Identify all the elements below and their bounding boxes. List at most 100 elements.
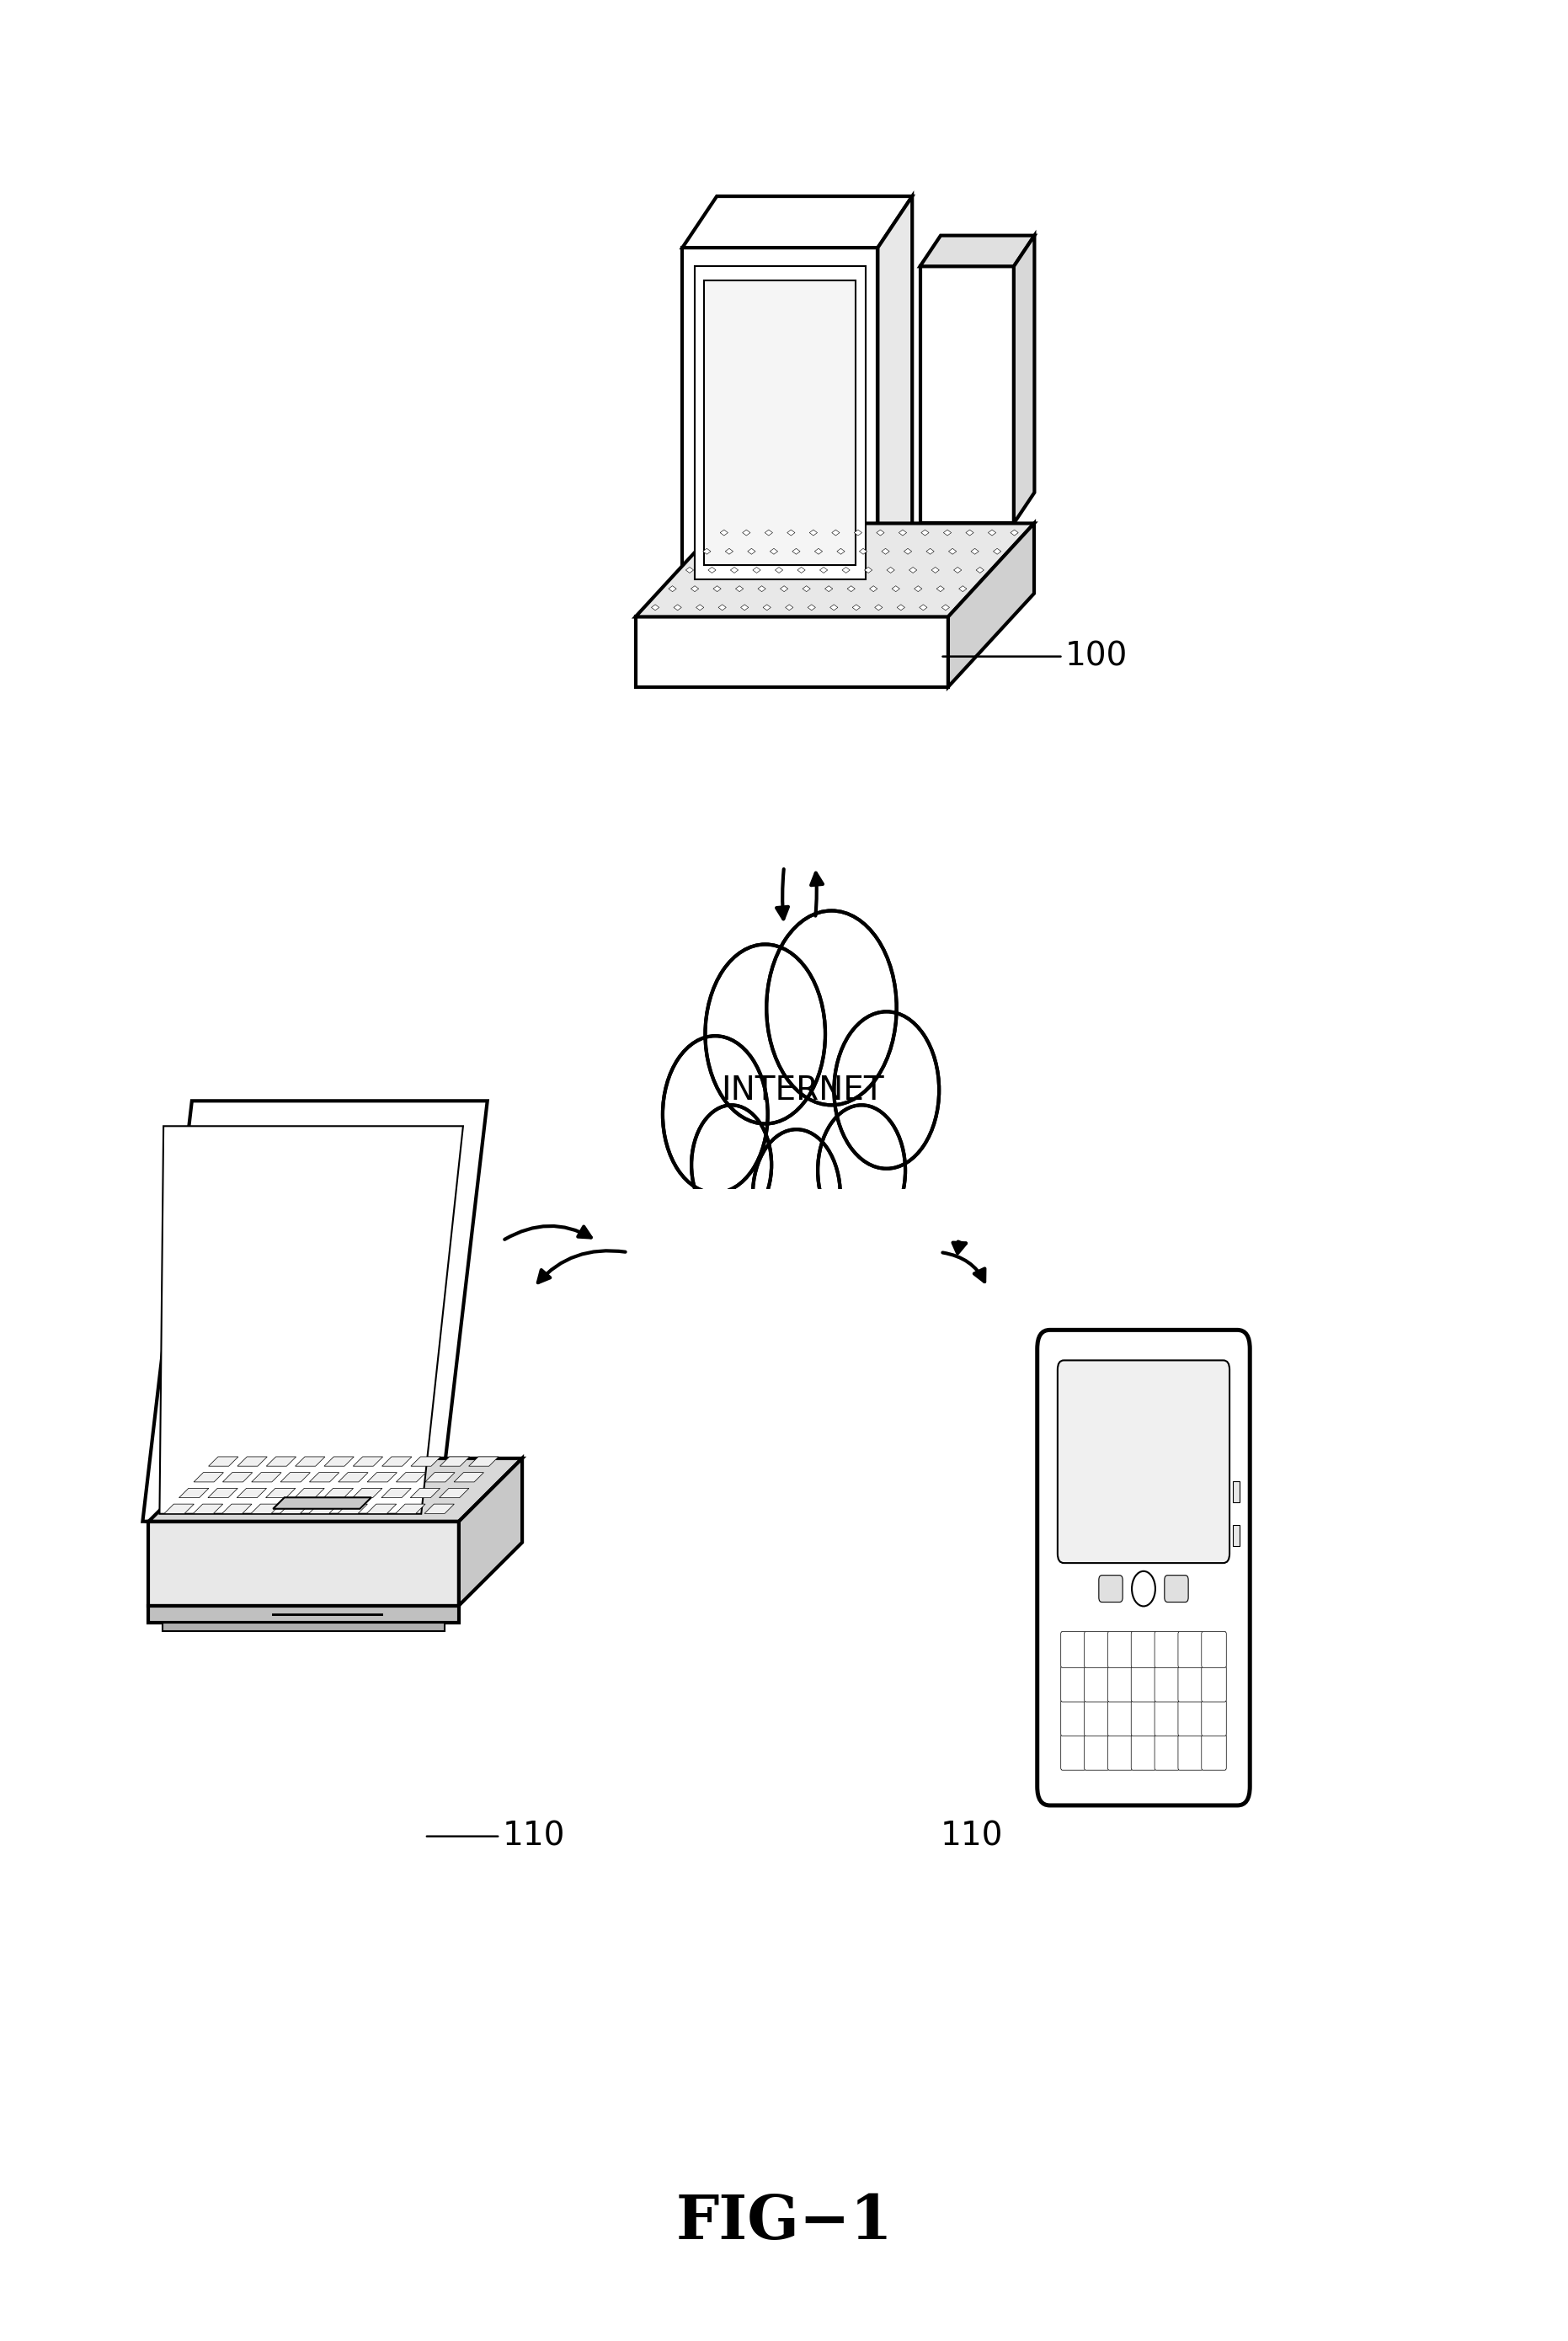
Polygon shape xyxy=(381,1489,411,1498)
Polygon shape xyxy=(936,585,944,592)
Polygon shape xyxy=(685,567,693,574)
FancyBboxPatch shape xyxy=(1083,1667,1109,1702)
Polygon shape xyxy=(309,1472,339,1482)
Polygon shape xyxy=(825,585,833,592)
Polygon shape xyxy=(439,1489,469,1498)
FancyBboxPatch shape xyxy=(1178,1735,1203,1770)
Polygon shape xyxy=(696,604,704,611)
Polygon shape xyxy=(353,1489,383,1498)
Polygon shape xyxy=(295,1456,325,1465)
Polygon shape xyxy=(988,529,996,536)
Polygon shape xyxy=(337,1503,367,1515)
Polygon shape xyxy=(691,585,699,592)
Polygon shape xyxy=(757,585,765,592)
FancyBboxPatch shape xyxy=(1062,1632,1085,1667)
Polygon shape xyxy=(808,604,815,611)
Polygon shape xyxy=(920,236,1035,267)
Polygon shape xyxy=(775,567,782,574)
Polygon shape xyxy=(265,1489,295,1498)
Polygon shape xyxy=(960,585,967,592)
Polygon shape xyxy=(455,1472,483,1482)
Polygon shape xyxy=(787,529,795,536)
Polygon shape xyxy=(743,529,750,536)
Polygon shape xyxy=(237,1489,267,1498)
FancyBboxPatch shape xyxy=(1178,1632,1203,1667)
Polygon shape xyxy=(663,911,939,1236)
Polygon shape xyxy=(944,529,952,536)
Polygon shape xyxy=(853,604,861,611)
Polygon shape xyxy=(786,604,793,611)
Polygon shape xyxy=(875,604,883,611)
Polygon shape xyxy=(803,585,811,592)
Polygon shape xyxy=(877,529,884,536)
Polygon shape xyxy=(919,604,927,611)
Polygon shape xyxy=(223,1503,252,1515)
Polygon shape xyxy=(160,1126,463,1515)
Polygon shape xyxy=(367,1503,397,1515)
FancyBboxPatch shape xyxy=(1201,1667,1226,1702)
Polygon shape xyxy=(149,1522,459,1606)
Polygon shape xyxy=(837,548,845,555)
FancyBboxPatch shape xyxy=(1083,1700,1109,1737)
Polygon shape xyxy=(1010,529,1018,536)
Polygon shape xyxy=(993,548,1000,555)
Polygon shape xyxy=(425,1472,455,1482)
Polygon shape xyxy=(713,585,721,592)
Polygon shape xyxy=(411,1456,441,1465)
Polygon shape xyxy=(949,548,956,555)
Polygon shape xyxy=(770,548,778,555)
FancyArrowPatch shape xyxy=(505,1227,591,1238)
Polygon shape xyxy=(718,604,726,611)
FancyBboxPatch shape xyxy=(1178,1667,1203,1702)
FancyArrowPatch shape xyxy=(942,1252,985,1281)
Polygon shape xyxy=(855,529,862,536)
Polygon shape xyxy=(870,585,878,592)
FancyBboxPatch shape xyxy=(1131,1735,1156,1770)
Polygon shape xyxy=(931,567,939,574)
FancyBboxPatch shape xyxy=(1062,1700,1085,1737)
Polygon shape xyxy=(781,585,789,592)
Polygon shape xyxy=(731,567,739,574)
FancyBboxPatch shape xyxy=(1083,1735,1109,1770)
Polygon shape xyxy=(251,1472,281,1482)
Polygon shape xyxy=(295,1489,325,1498)
Polygon shape xyxy=(740,604,748,611)
Polygon shape xyxy=(323,1489,353,1498)
Polygon shape xyxy=(702,548,710,555)
Circle shape xyxy=(767,911,897,1105)
FancyBboxPatch shape xyxy=(1131,1667,1156,1702)
Polygon shape xyxy=(397,1472,426,1482)
FancyBboxPatch shape xyxy=(1062,1667,1085,1702)
Polygon shape xyxy=(149,1606,459,1622)
FancyBboxPatch shape xyxy=(1107,1632,1132,1667)
Polygon shape xyxy=(209,1489,238,1498)
Polygon shape xyxy=(971,548,978,555)
FancyBboxPatch shape xyxy=(1107,1667,1132,1702)
Polygon shape xyxy=(942,604,950,611)
FancyBboxPatch shape xyxy=(1099,1575,1123,1601)
Polygon shape xyxy=(149,1458,522,1522)
Polygon shape xyxy=(975,567,983,574)
FancyBboxPatch shape xyxy=(1062,1735,1085,1770)
Polygon shape xyxy=(194,1472,224,1482)
Text: 100: 100 xyxy=(942,641,1127,672)
Polygon shape xyxy=(748,548,756,555)
Polygon shape xyxy=(223,1472,252,1482)
Polygon shape xyxy=(829,604,837,611)
Polygon shape xyxy=(953,567,961,574)
Polygon shape xyxy=(927,548,935,555)
Circle shape xyxy=(753,1128,840,1259)
Polygon shape xyxy=(682,248,878,597)
Polygon shape xyxy=(842,567,850,574)
FancyBboxPatch shape xyxy=(1131,1700,1156,1737)
Circle shape xyxy=(706,943,825,1124)
FancyBboxPatch shape xyxy=(1201,1700,1226,1737)
Polygon shape xyxy=(281,1472,310,1482)
Polygon shape xyxy=(859,548,867,555)
FancyBboxPatch shape xyxy=(1083,1632,1109,1667)
Polygon shape xyxy=(792,548,800,555)
FancyArrowPatch shape xyxy=(811,873,823,915)
Polygon shape xyxy=(425,1503,455,1515)
FancyBboxPatch shape xyxy=(1038,1330,1250,1805)
Bar xyxy=(1232,1524,1240,1545)
